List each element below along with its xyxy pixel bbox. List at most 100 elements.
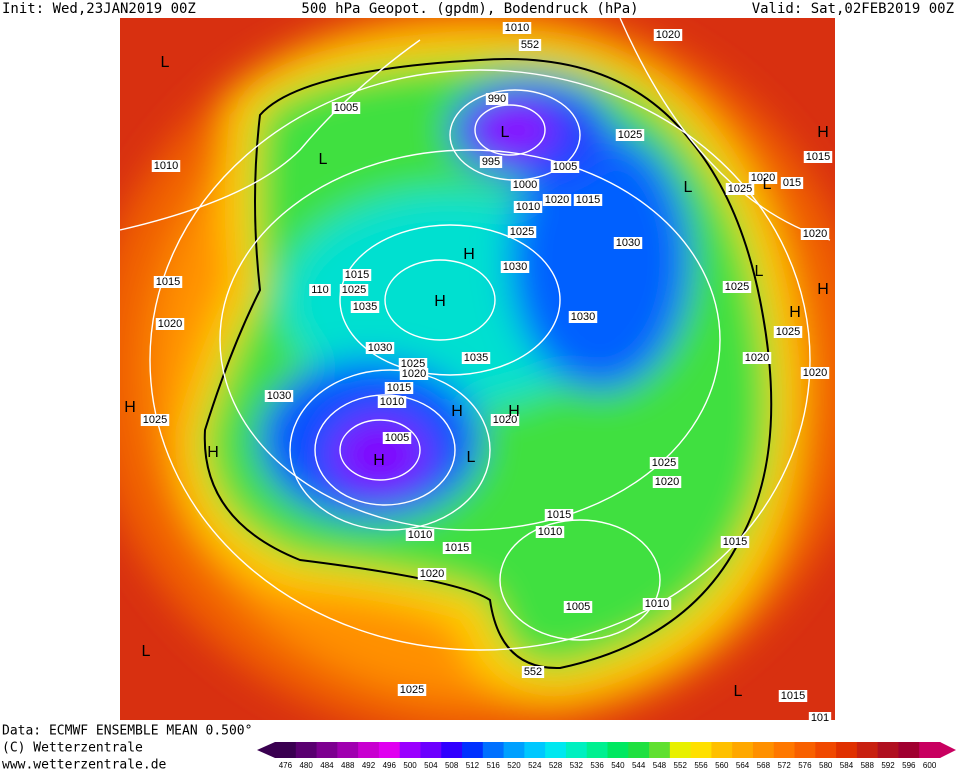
isobar-value: 1030 — [571, 311, 595, 323]
label-box — [808, 712, 832, 724]
pressure-center: L — [755, 263, 764, 280]
isobar-label: 1030 — [613, 237, 643, 249]
isobar-value: 1005 — [385, 432, 409, 444]
isobar-value: 1020 — [420, 568, 444, 580]
isobar-value: 1015 — [723, 536, 747, 548]
isobar-label: 1010 — [502, 22, 532, 34]
data-source: Data: ECMWF ENSEMBLE MEAN 0.500° — [2, 724, 252, 739]
scale-label: 500 — [403, 761, 417, 770]
isobar-label: 1010 — [535, 526, 565, 538]
scale-swatch — [752, 742, 775, 758]
isobar-value: 1015 — [387, 382, 411, 394]
scale-label: 516 — [487, 761, 501, 770]
label-box — [490, 414, 520, 426]
isobar-label: 1020 — [542, 194, 572, 206]
scale-label: 584 — [840, 761, 854, 770]
isobar-value: 015 — [783, 177, 801, 189]
isobar-value: 1030 — [503, 261, 527, 273]
isobar — [289, 369, 491, 531]
isobar-value: 1025 — [776, 326, 800, 338]
isobar-value: 1010 — [645, 598, 669, 610]
isobar-label: 1020 — [800, 367, 830, 379]
isobar-label: 1015 — [442, 542, 472, 554]
isobar-value: 1025 — [618, 129, 642, 141]
label-box — [773, 326, 803, 338]
isobar-label: 1010 — [377, 396, 407, 408]
label-box — [485, 93, 509, 105]
isobar-value: 1025 — [728, 183, 752, 195]
scale-swatch — [482, 742, 505, 758]
scale-swatch — [607, 742, 629, 758]
pressure-center: L — [734, 683, 743, 700]
pressure-center: H — [373, 452, 385, 469]
scale-swatch — [420, 742, 442, 758]
isobar-label: 1015 — [153, 276, 183, 288]
scale-label: 488 — [341, 761, 355, 770]
isobar-label: 1025 — [398, 358, 428, 370]
scale-swatch — [399, 742, 421, 758]
isobar-value: 1015 — [781, 690, 805, 702]
scale-swatch — [628, 742, 650, 758]
label-box — [563, 601, 593, 613]
isobar — [339, 224, 561, 376]
scale-arrow-right — [940, 742, 956, 758]
pressure-center: H — [451, 403, 463, 420]
website: www.wetterzentrale.de — [2, 758, 167, 771]
scale-arrow-left — [257, 742, 275, 758]
label-box — [778, 690, 808, 702]
isobar-label: 015 — [780, 177, 804, 189]
scale-label: 552 — [674, 761, 688, 770]
isobar-value: 1015 — [345, 269, 369, 281]
label-box — [615, 129, 645, 141]
isobar-value: 1020 — [745, 352, 769, 364]
copyright: (C) Wetterzentrale — [2, 741, 143, 756]
scale-swatch — [898, 742, 920, 758]
label-box — [649, 457, 679, 469]
pressure-center: H — [434, 293, 446, 310]
isobar-label: 1010 — [642, 598, 672, 610]
scale-label: 580 — [819, 761, 833, 770]
scale-label: 568 — [757, 761, 771, 770]
scale-label: 560 — [715, 761, 729, 770]
scale-swatch — [711, 742, 733, 758]
isobar-label: 1020 — [155, 318, 185, 330]
scale-label: 524 — [528, 761, 542, 770]
scale-swatch — [836, 742, 858, 758]
scale-swatch — [815, 742, 837, 758]
scale-swatch — [586, 742, 608, 758]
scale-swatch — [316, 742, 338, 758]
isobar-value: 1020 — [402, 368, 426, 380]
label-box — [720, 536, 750, 548]
isobar-label: 1020 — [652, 476, 682, 488]
scale-label: 564 — [736, 761, 750, 770]
scale-label: 496 — [383, 761, 397, 770]
scale-swatch — [856, 742, 879, 758]
scale-label: 588 — [861, 761, 875, 770]
isobar-value: 1025 — [401, 358, 425, 370]
label-box — [397, 684, 427, 696]
label-box — [613, 237, 643, 249]
isobar-value: 1020 — [803, 367, 827, 379]
label-box — [722, 281, 752, 293]
label-box — [507, 226, 537, 238]
scale-label: 540 — [611, 761, 625, 770]
scale-label: 600 — [923, 761, 937, 770]
isobar-value: 1035 — [353, 301, 377, 313]
label-box — [510, 179, 540, 191]
init-time: Init: Wed,23JAN2019 00Z — [2, 1, 196, 17]
isobar-label: 1035 — [350, 301, 380, 313]
label-box — [399, 368, 429, 380]
label-box — [653, 29, 683, 41]
isobar-label: 1025 — [722, 281, 752, 293]
isobar-value: 1025 — [400, 684, 424, 696]
scale-swatch — [462, 742, 484, 758]
isobar-value: 1020 — [655, 476, 679, 488]
scale-swatch — [295, 742, 318, 758]
isobar-value: 1015 — [445, 542, 469, 554]
label-box — [365, 342, 395, 354]
scale-label: 484 — [320, 761, 334, 770]
scale-label: 532 — [570, 761, 584, 770]
isobar — [619, 18, 831, 241]
label-box — [800, 228, 830, 240]
